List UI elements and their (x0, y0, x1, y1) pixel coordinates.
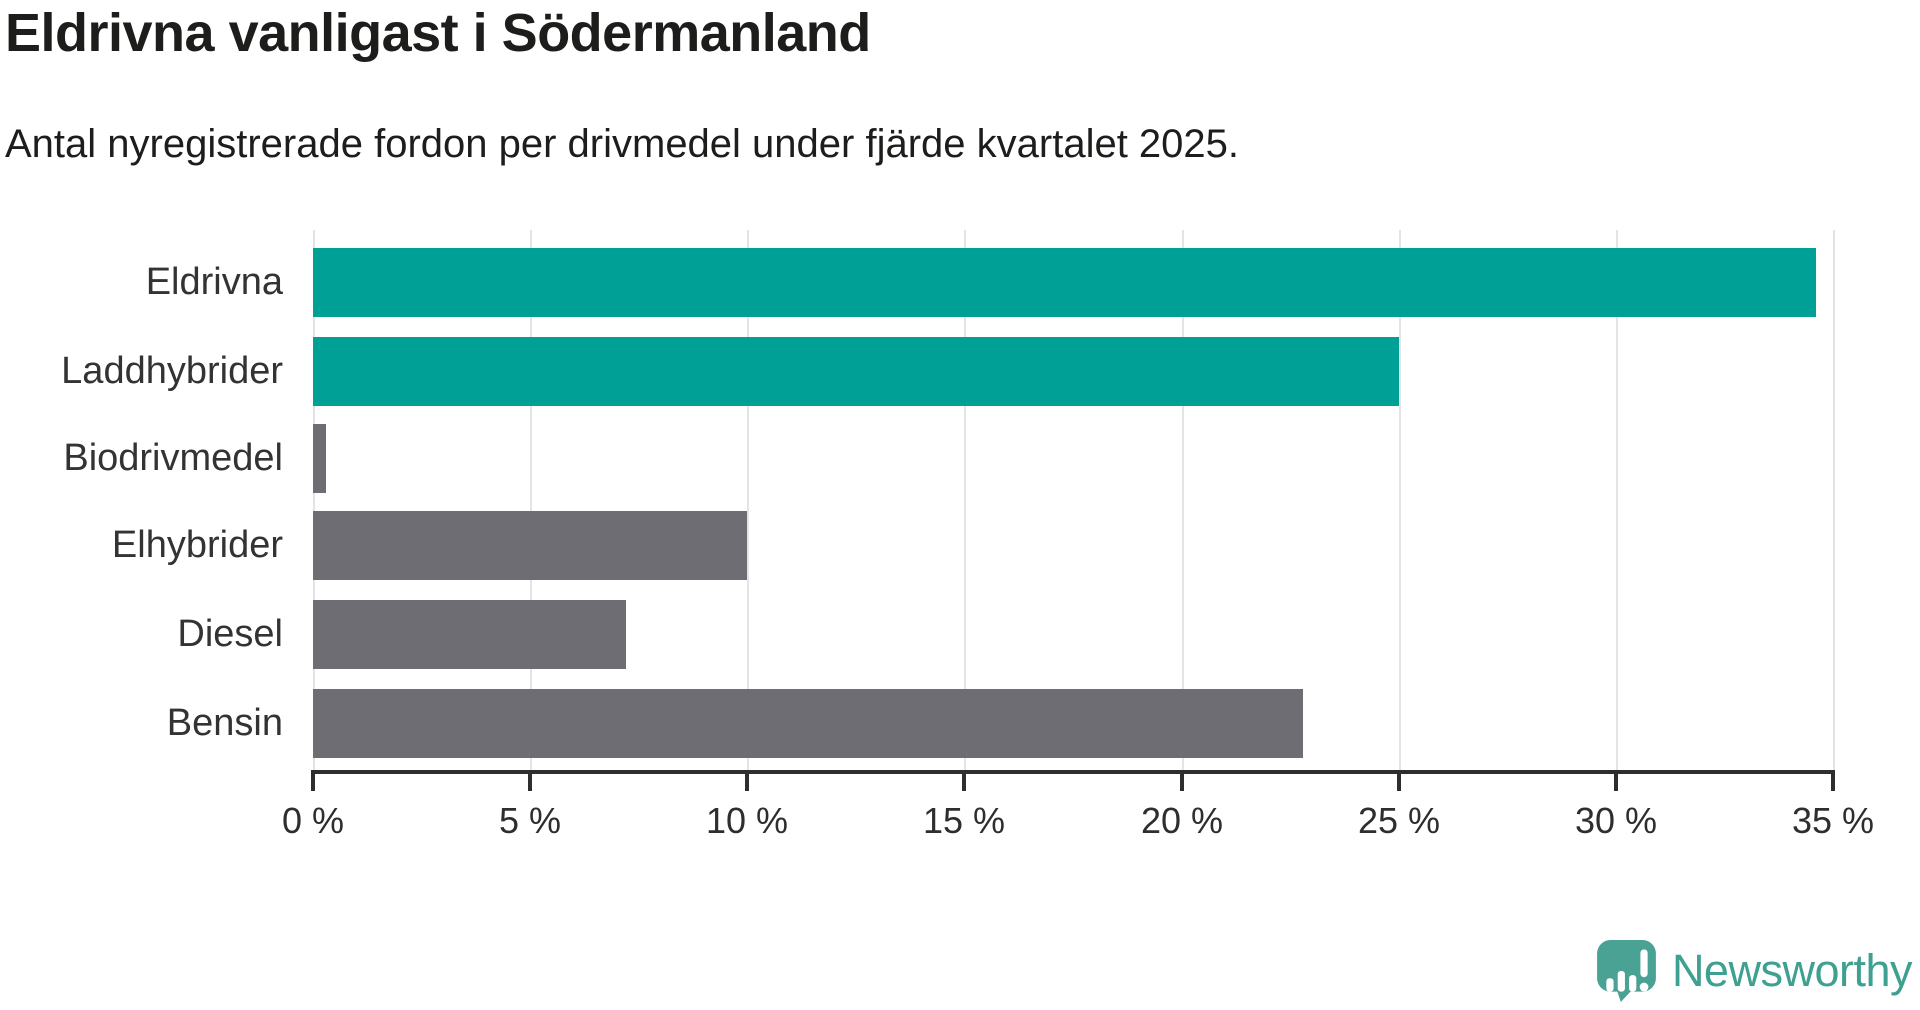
bar-diesel (313, 600, 626, 669)
newsworthy-branding: Newsworthy (1596, 938, 1913, 1004)
gridline (313, 230, 315, 770)
bar-laddhybrider (313, 337, 1399, 406)
category-label: Eldrivna (145, 261, 283, 303)
x-tick-mark (1831, 770, 1835, 791)
category-label: Laddhybrider (61, 350, 283, 392)
gridline (1399, 230, 1401, 770)
category-label: Diesel (177, 613, 283, 655)
category-label: Elhybrider (111, 524, 283, 566)
category-label: Bensin (166, 702, 283, 744)
x-tick-mark (528, 770, 532, 791)
gridline (530, 230, 532, 770)
bar-chart: Eldrivna Laddhybrider Biodrivmedel Elhybrid… (0, 230, 1920, 770)
gridline (1182, 230, 1184, 770)
x-tick-label: 20 % (1140, 800, 1224, 841)
newsworthy-logo-text: Newsworthy (1671, 945, 1913, 996)
x-tick-mark (311, 770, 315, 791)
x-tick-label: 35 % (1791, 800, 1875, 841)
bar-bensin (313, 689, 1303, 758)
bar-biodrivmedel (313, 424, 326, 493)
gridline (1616, 230, 1618, 770)
x-tick-mark (962, 770, 966, 791)
x-tick-label: 5 % (498, 800, 562, 841)
bar-elhybrider (313, 511, 747, 580)
x-tick-mark (1180, 770, 1184, 791)
gridline (964, 230, 966, 770)
x-tick-mark (1397, 770, 1401, 791)
x-tick-mark (1614, 770, 1618, 791)
bar-eldrivna (313, 248, 1816, 317)
x-tick-mark (745, 770, 749, 791)
x-tick-label: 10 % (705, 800, 789, 841)
plot-area (313, 230, 1835, 770)
gridline (747, 230, 749, 770)
chart-title: Eldrivna vanligast i Södermanland (5, 3, 871, 63)
category-label: Biodrivmedel (63, 437, 283, 479)
newsworthy-logo-icon (1597, 940, 1656, 1002)
x-tick-label: 15 % (922, 800, 1006, 841)
x-tick-label: 0 % (281, 800, 345, 841)
x-tick-label: 25 % (1357, 800, 1441, 841)
gridline (1833, 230, 1835, 770)
x-axis-line (311, 770, 1835, 774)
x-tick-label: 30 % (1574, 800, 1658, 841)
chart-subtitle: Antal nyregistrerade fordon per drivmede… (5, 122, 1240, 166)
